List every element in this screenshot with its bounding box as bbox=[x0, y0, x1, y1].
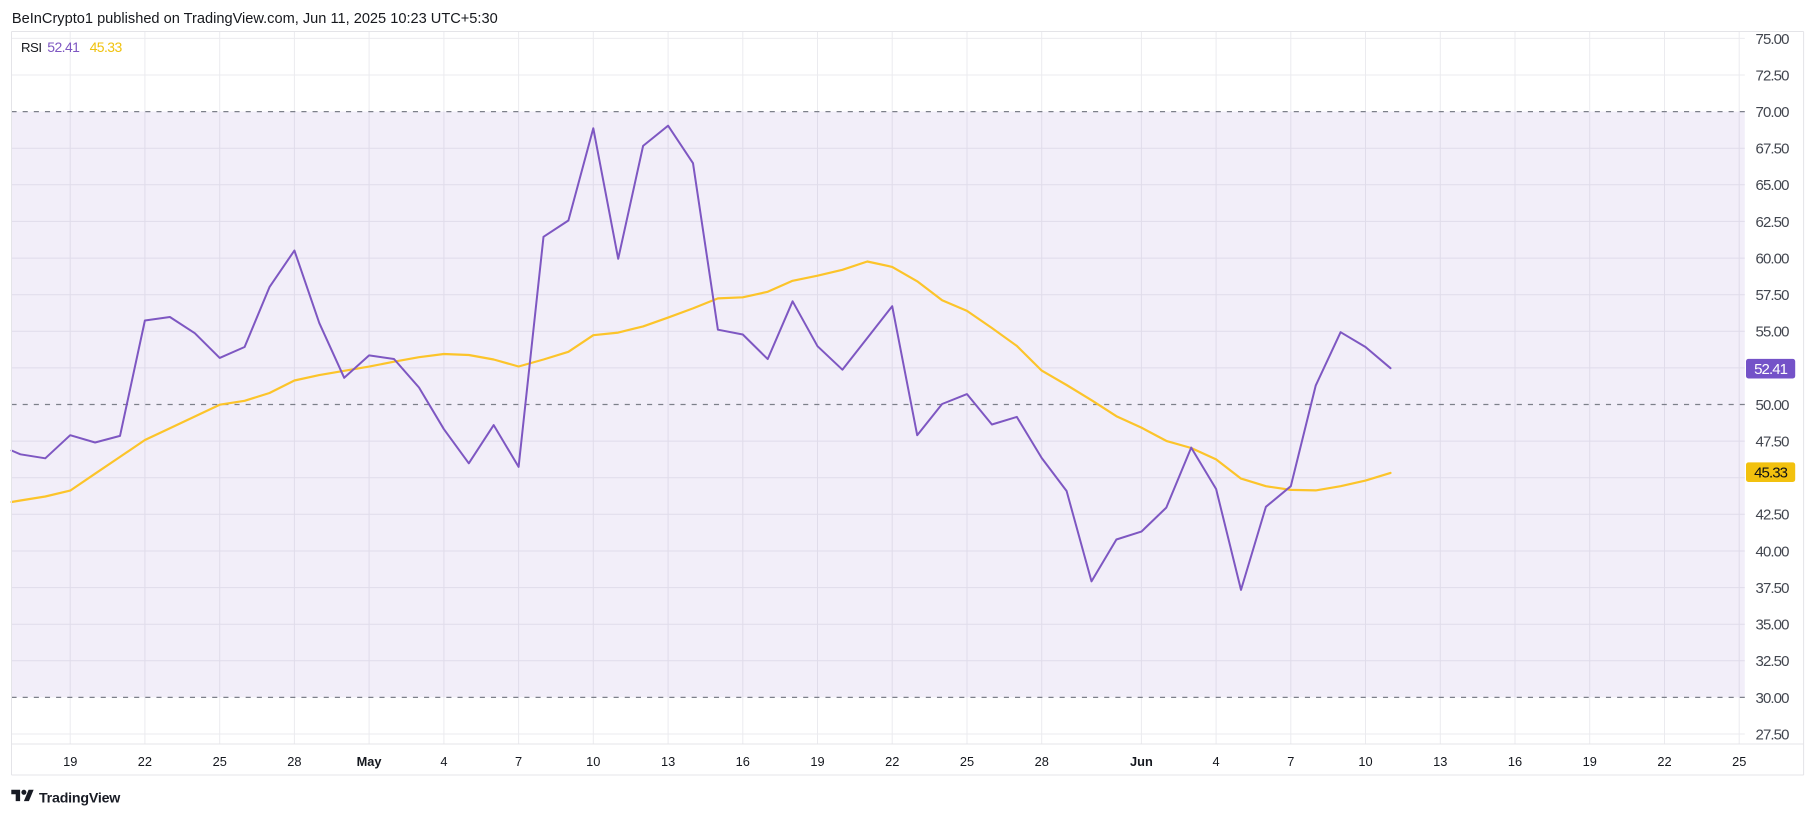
svg-text:May: May bbox=[357, 754, 383, 769]
svg-text:60.00: 60.00 bbox=[1756, 251, 1790, 268]
svg-text:4: 4 bbox=[1213, 754, 1220, 769]
svg-text:35.00: 35.00 bbox=[1756, 617, 1790, 634]
svg-text:40.00: 40.00 bbox=[1756, 543, 1790, 560]
svg-text:19: 19 bbox=[1583, 754, 1597, 769]
svg-text:25: 25 bbox=[1732, 754, 1746, 769]
svg-text:28: 28 bbox=[1035, 754, 1049, 769]
svg-text:RSI: RSI bbox=[21, 40, 41, 55]
svg-text:32.50: 32.50 bbox=[1756, 653, 1790, 670]
svg-text:22: 22 bbox=[885, 754, 899, 769]
svg-text:50.00: 50.00 bbox=[1756, 397, 1790, 414]
svg-text:16: 16 bbox=[1508, 754, 1522, 769]
svg-text:BeInCrypto1 published on Tradi: BeInCrypto1 published on TradingView.com… bbox=[12, 11, 498, 27]
svg-text:75.00: 75.00 bbox=[1756, 31, 1790, 48]
svg-text:13: 13 bbox=[1433, 754, 1447, 769]
svg-text:19: 19 bbox=[63, 754, 77, 769]
svg-text:42.50: 42.50 bbox=[1756, 507, 1790, 524]
svg-text:25: 25 bbox=[213, 754, 227, 769]
svg-text:4: 4 bbox=[440, 754, 447, 769]
svg-text:7: 7 bbox=[515, 754, 522, 769]
svg-text:25: 25 bbox=[960, 754, 974, 769]
svg-text:Jun: Jun bbox=[1130, 754, 1153, 769]
svg-text:45.33: 45.33 bbox=[1754, 465, 1788, 482]
svg-text:65.00: 65.00 bbox=[1756, 177, 1790, 194]
svg-text:10: 10 bbox=[1358, 754, 1372, 769]
svg-text:10: 10 bbox=[586, 754, 600, 769]
svg-text:28: 28 bbox=[287, 754, 301, 769]
svg-text:45.33: 45.33 bbox=[90, 39, 123, 55]
svg-text:19: 19 bbox=[810, 754, 824, 769]
svg-text:67.50: 67.50 bbox=[1756, 141, 1790, 158]
svg-text:70.00: 70.00 bbox=[1756, 104, 1790, 121]
svg-text:16: 16 bbox=[736, 754, 750, 769]
svg-text:62.50: 62.50 bbox=[1756, 214, 1790, 231]
svg-text:22: 22 bbox=[1657, 754, 1671, 769]
svg-text:72.50: 72.50 bbox=[1756, 67, 1790, 84]
svg-text:30.00: 30.00 bbox=[1756, 690, 1790, 707]
svg-text:13: 13 bbox=[661, 754, 675, 769]
svg-text:7: 7 bbox=[1287, 754, 1294, 769]
svg-text:27.50: 27.50 bbox=[1756, 726, 1790, 743]
svg-text:22: 22 bbox=[138, 754, 152, 769]
svg-text:47.50: 47.50 bbox=[1756, 434, 1790, 451]
svg-text:TradingView: TradingView bbox=[39, 790, 121, 806]
svg-text:52.41: 52.41 bbox=[1754, 361, 1788, 378]
svg-text:52.41: 52.41 bbox=[47, 39, 80, 55]
svg-text:37.50: 37.50 bbox=[1756, 580, 1790, 597]
svg-text:55.00: 55.00 bbox=[1756, 324, 1790, 341]
svg-text:57.50: 57.50 bbox=[1756, 287, 1790, 304]
